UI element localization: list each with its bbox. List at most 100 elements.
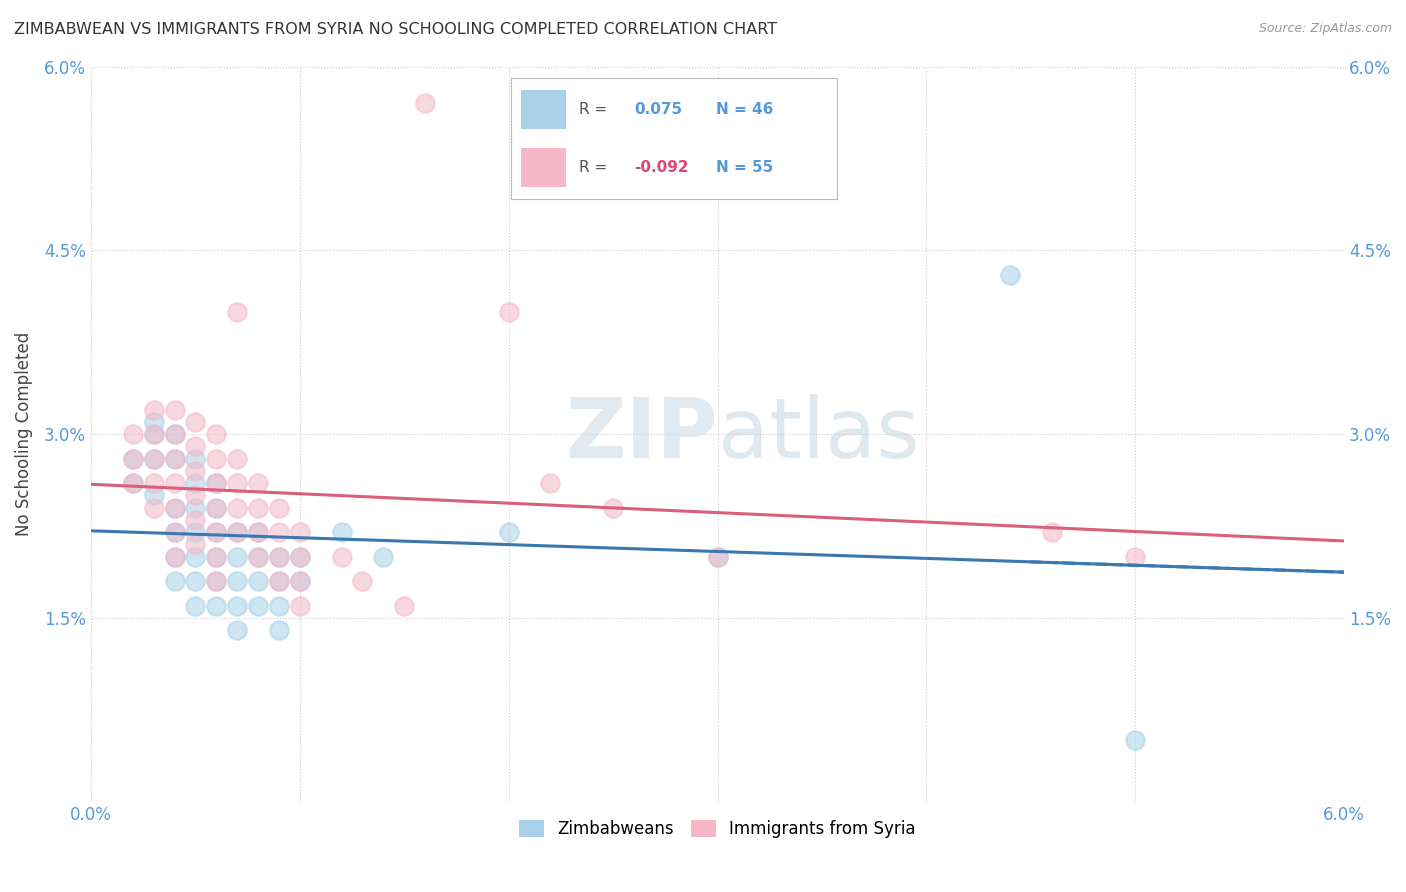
Point [330,525,353,540]
Point [226,304,249,318]
Point [163,427,186,442]
Point [288,599,311,613]
Point [373,549,395,564]
Point [163,525,186,540]
Point [247,549,270,564]
Point [121,451,143,466]
Point [142,451,165,466]
Point [267,549,290,564]
Point [205,525,228,540]
Point [184,488,207,502]
Point [247,476,270,491]
Point [288,525,311,540]
Point [267,574,290,588]
Point [184,525,207,540]
Point [163,500,186,515]
Point [163,549,186,564]
Point [498,525,520,540]
Point [184,439,207,453]
Point [1123,549,1146,564]
Point [184,513,207,527]
Point [226,525,249,540]
Point [184,599,207,613]
Point [247,525,270,540]
Point [163,451,186,466]
Point [267,623,290,637]
Point [288,574,311,588]
Point [330,549,353,564]
Point [706,549,728,564]
Point [205,476,228,491]
Point [184,500,207,515]
Point [267,599,290,613]
Legend: Zimbabweans, Immigrants from Syria: Zimbabweans, Immigrants from Syria [513,814,922,845]
Point [142,451,165,466]
Point [121,476,143,491]
Point [247,574,270,588]
Text: ZIP: ZIP [565,393,717,475]
Point [163,525,186,540]
Point [226,451,249,466]
Text: ZIMBABWEAN VS IMMIGRANTS FROM SYRIA NO SCHOOLING COMPLETED CORRELATION CHART: ZIMBABWEAN VS IMMIGRANTS FROM SYRIA NO S… [14,22,778,37]
Point [121,451,143,466]
Point [184,574,207,588]
Point [205,549,228,564]
Point [413,96,436,111]
Point [184,537,207,551]
Point [205,525,228,540]
Point [267,549,290,564]
Point [205,574,228,588]
Point [540,476,562,491]
Point [267,574,290,588]
Point [163,500,186,515]
Point [247,525,270,540]
Point [267,525,290,540]
Point [184,415,207,429]
Point [247,549,270,564]
Point [288,549,311,564]
Point [121,427,143,442]
Point [226,623,249,637]
Point [205,599,228,613]
Point [205,574,228,588]
Point [163,451,186,466]
Point [226,599,249,613]
Point [205,451,228,466]
Point [394,599,416,613]
Text: Source: ZipAtlas.com: Source: ZipAtlas.com [1258,22,1392,36]
Point [352,574,374,588]
Point [163,574,186,588]
Point [163,549,186,564]
Point [205,500,228,515]
Text: atlas: atlas [717,393,920,475]
Point [1123,733,1146,747]
Point [247,599,270,613]
Point [163,427,186,442]
Point [226,476,249,491]
Point [205,549,228,564]
Point [142,500,165,515]
Point [163,402,186,417]
Point [247,500,270,515]
Point [226,549,249,564]
Point [142,415,165,429]
Point [121,476,143,491]
Point [184,451,207,466]
Point [142,488,165,502]
Point [142,427,165,442]
Point [226,500,249,515]
Point [1040,525,1063,540]
Point [142,427,165,442]
Point [267,500,290,515]
Y-axis label: No Schooling Completed: No Schooling Completed [15,332,32,536]
Point [142,476,165,491]
Point [226,574,249,588]
Point [205,476,228,491]
Point [288,574,311,588]
Point [602,500,624,515]
Point [184,476,207,491]
Point [184,464,207,478]
Point [142,402,165,417]
Point [706,549,728,564]
Point [498,304,520,318]
